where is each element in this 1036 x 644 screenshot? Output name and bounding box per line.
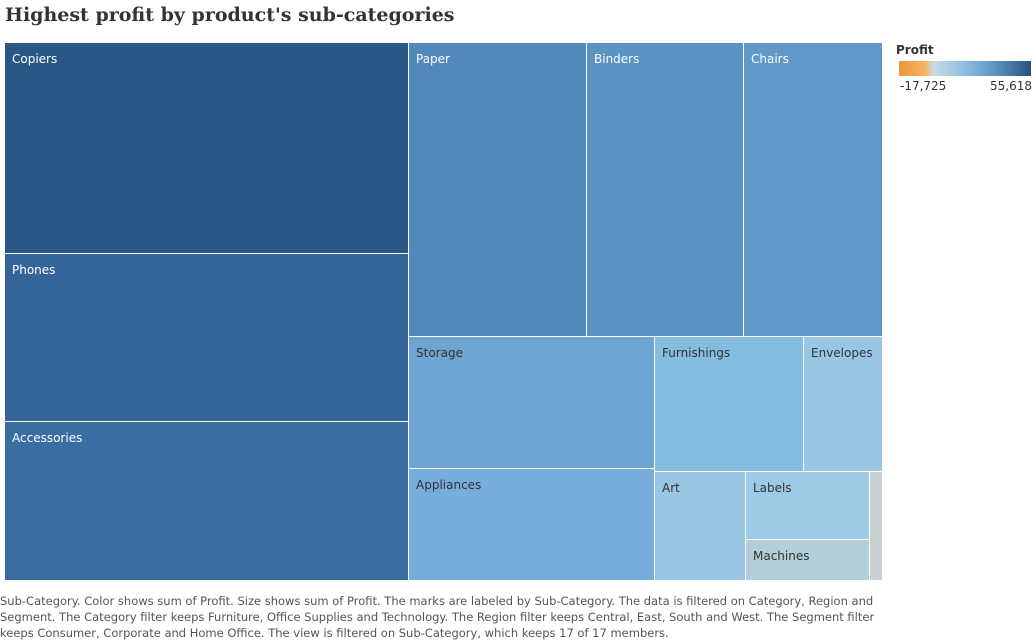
treemap-tile-other[interactable] — [870, 472, 883, 581]
chart-caption: Sub-Category. Color shows sum of Profit.… — [0, 594, 875, 640]
treemap-tile-label: Appliances — [416, 478, 482, 492]
treemap-tile-binders[interactable]: Binders — [587, 43, 744, 337]
treemap-tile-art[interactable]: Art — [655, 472, 746, 581]
treemap-tile-label: Accessories — [12, 431, 83, 445]
treemap-tile-label: Copiers — [12, 52, 58, 66]
treemap-tile-accessories[interactable]: Accessories — [5, 422, 409, 581]
legend-title: Profit — [896, 43, 934, 57]
treemap-tile-labels[interactable]: Labels — [746, 472, 870, 540]
treemap-tile-label: Labels — [753, 481, 792, 495]
treemap-tile-label: Phones — [12, 263, 56, 277]
treemap-tile-label: Machines — [753, 549, 810, 563]
legend-gradient-bar — [899, 61, 1031, 76]
treemap-tile-label: Binders — [594, 52, 640, 66]
treemap-tile-label: Art — [662, 481, 680, 495]
treemap-tile-machines[interactable]: Machines — [746, 540, 870, 581]
treemap-tile-label: Paper — [416, 52, 450, 66]
chart-title: Highest profit by product's sub-categori… — [5, 4, 455, 26]
treemap-tile-furnishings[interactable]: Furnishings — [655, 337, 804, 472]
treemap-tile-copiers[interactable]: Copiers — [5, 43, 409, 254]
treemap-tile-label: Chairs — [751, 52, 789, 66]
treemap: Copiers Phones Accessories Paper Binders Chai… — [5, 43, 883, 581]
treemap-tile-paper[interactable]: Paper — [409, 43, 587, 337]
treemap-tile-appliances[interactable]: Appliances — [409, 469, 655, 581]
color-legend: Profit -17,725 55,618 — [896, 43, 1036, 103]
treemap-tile-chairs[interactable]: Chairs — [744, 43, 883, 337]
treemap-tile-label: Storage — [416, 346, 463, 360]
legend-max-label: 55,618 — [990, 79, 1032, 93]
treemap-tile-label: Furnishings — [662, 346, 731, 360]
legend-min-label: -17,725 — [900, 79, 947, 93]
treemap-tile-envelopes[interactable]: Envelopes — [804, 337, 883, 472]
treemap-tile-label: Envelopes — [811, 346, 873, 360]
treemap-tile-storage[interactable]: Storage — [409, 337, 655, 469]
treemap-tile-phones[interactable]: Phones — [5, 254, 409, 422]
